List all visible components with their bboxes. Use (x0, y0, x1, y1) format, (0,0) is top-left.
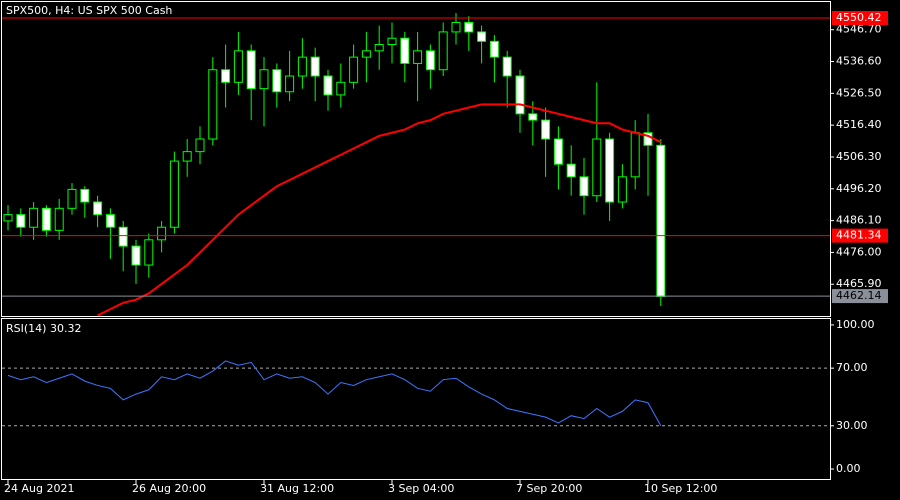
candle-body (93, 201, 103, 216)
y-tick-label: 4465.90 (836, 277, 882, 290)
price-pane-frame (1, 1, 831, 317)
y-tick-label: 4536.60 (836, 55, 882, 68)
candle-body (297, 56, 307, 77)
candle-body (528, 113, 538, 121)
y-tick-label: 4476.00 (836, 245, 882, 258)
y-tick-label: 0.00 (836, 462, 861, 475)
x-tick-label: 10 Sep 12:00 (644, 482, 717, 495)
candle-body (118, 226, 128, 247)
candle-body (233, 50, 243, 83)
candle-body (336, 81, 346, 96)
candle-body (144, 239, 154, 266)
candle-body (413, 50, 423, 64)
candle-body (29, 207, 39, 228)
candle-body (41, 207, 51, 231)
y-tick-label: 4506.30 (836, 150, 882, 163)
x-tick-label: 26 Aug 20:00 (132, 482, 206, 495)
candle-body (617, 176, 627, 203)
candle-body (349, 56, 359, 83)
y-tick-label: 4526.50 (836, 86, 882, 99)
candle-body (656, 144, 666, 298)
y-tick-label: 4516.40 (836, 118, 882, 131)
x-tick-label: 7 Sep 20:00 (516, 482, 582, 495)
y-tick-label: 4486.10 (836, 214, 882, 227)
candle-body (221, 69, 231, 83)
x-tick-label: 3 Sep 04:00 (388, 482, 454, 495)
candle-body (387, 37, 397, 46)
y-tick-label: 4546.70 (836, 23, 882, 36)
price-tag (832, 289, 888, 304)
moving-average (97, 103, 662, 317)
candle-body (515, 75, 525, 115)
y-tick-label: 100.00 (836, 318, 875, 331)
candle-body (131, 245, 141, 266)
candle-body (643, 132, 653, 146)
candle-body (553, 138, 563, 165)
candle-body (477, 31, 487, 42)
candle-body (310, 56, 320, 77)
candle-body (579, 176, 589, 197)
candle-body (54, 207, 64, 231)
candle-body (195, 138, 205, 153)
price-tag-label: 4462.14 (836, 289, 882, 302)
candle-body (16, 214, 26, 228)
candle-body (285, 75, 295, 93)
candle-body (464, 21, 474, 33)
candle-body (105, 214, 115, 228)
rsi-title: RSI(14) 30.32 (6, 322, 81, 335)
price-tag-label: 4481.34 (836, 229, 882, 242)
candle-body (323, 75, 333, 96)
candle-body (246, 50, 256, 90)
price-tag (832, 11, 888, 26)
candle-body (208, 69, 218, 140)
chart-title: SPX500, H4: US SPX 500 Cash (6, 4, 172, 17)
candle-body (182, 151, 192, 162)
x-tick-label: 31 Aug 12:00 (260, 482, 334, 495)
candle-body (425, 50, 435, 71)
rsi-pane-frame (1, 318, 831, 480)
candle-body (566, 163, 576, 178)
y-tick-label: 4496.20 (836, 182, 882, 195)
candle-body (169, 160, 179, 228)
candle-body (630, 132, 640, 178)
candle-body (592, 138, 602, 197)
candle-body (157, 226, 167, 241)
price-tag (832, 228, 888, 243)
candle-body (502, 56, 512, 77)
y-tick-label: 70.00 (836, 361, 868, 374)
candle-body (451, 21, 461, 33)
y-tick-label: 30.00 (836, 419, 868, 432)
candle-body (605, 138, 615, 203)
candle-body (489, 40, 499, 58)
candle-body (80, 188, 90, 203)
candle-body (541, 119, 551, 140)
candle-body (361, 50, 371, 58)
candle-body (374, 44, 384, 52)
candle-body (67, 188, 77, 209)
candle-body (3, 214, 13, 222)
candle-body (438, 31, 448, 71)
x-tick-label: 24 Aug 2021 (4, 482, 74, 495)
price-tag-label: 4550.42 (836, 11, 882, 24)
candle-body (259, 69, 269, 90)
rsi-line (7, 360, 662, 427)
candle-body (400, 37, 410, 64)
candle-body (272, 69, 282, 93)
